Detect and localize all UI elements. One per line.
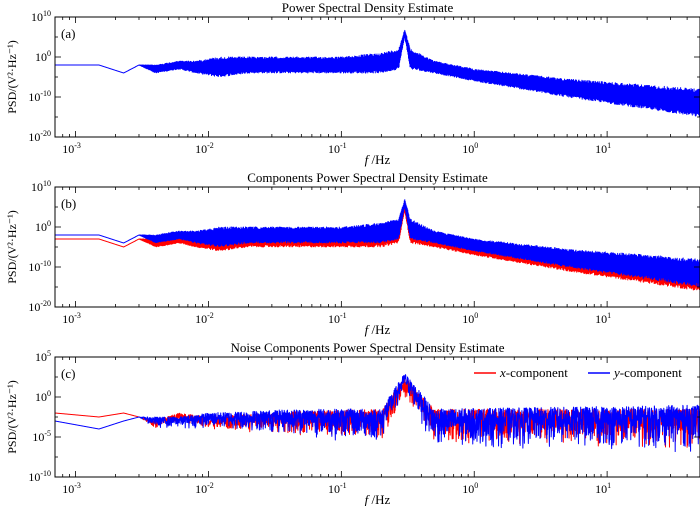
x-tick-label: 101 (595, 141, 611, 156)
x-tick-label: 10-3 (62, 481, 81, 496)
chart-panel-1: Components Power Spectral Density Estima… (5, 170, 700, 337)
x-axis-label: f /Hz (365, 322, 391, 337)
legend: x-component y-component (474, 365, 682, 380)
panel-label: (b) (61, 196, 76, 211)
y-tick-label: 100 (35, 219, 51, 234)
x-axis-label: f /Hz (365, 492, 391, 506)
series-group (55, 29, 700, 117)
x-tick-label: 101 (595, 311, 611, 326)
legend-label: x-component (499, 365, 568, 380)
chart-title: Components Power Spectral Density Estima… (247, 170, 488, 185)
series-line-y-component (55, 199, 700, 288)
series-line-x-component (55, 203, 700, 291)
x-axis: 10-3 10-2 10-1 100 101 (54, 17, 700, 156)
series-line-psd (55, 29, 700, 117)
y-tick-label: 1010 (31, 179, 51, 194)
y-tick-label: 100 (35, 389, 51, 404)
y-tick-label: 10-20 (28, 129, 51, 144)
y-axis-label: PSD/(V²·Hz⁻¹) (5, 210, 19, 284)
series-group (55, 199, 700, 291)
panel-label: (a) (61, 26, 75, 41)
x-tick-label: 10-2 (195, 141, 214, 156)
x-tick-label: 10-1 (328, 141, 347, 156)
chart-title: Noise Components Power Spectral Density … (230, 340, 504, 355)
x-tick-label: 100 (462, 141, 478, 156)
y-axis: 105 100 10-5 10-10 (28, 349, 700, 484)
x-tick-label: 10-3 (62, 311, 81, 326)
y-tick-label: 10-10 (28, 469, 51, 484)
x-tick-label: 100 (462, 311, 478, 326)
x-tick-label: 10-3 (62, 141, 81, 156)
y-axis-label: PSD/(V²·Hz⁻¹) (5, 40, 19, 114)
y-tick-label: 10-20 (28, 299, 51, 314)
x-tick-label: 10-1 (328, 311, 347, 326)
x-tick-label: 10-2 (195, 481, 214, 496)
legend-label: y-component (612, 365, 682, 380)
panel-label: (c) (61, 366, 75, 381)
y-axis-label: PSD/(V²·Hz⁻¹) (5, 380, 19, 454)
y-axis: 1010 100 10-10 10-20 (28, 179, 700, 314)
y-tick-label: 10-5 (32, 429, 51, 444)
y-tick-label: 105 (35, 349, 51, 364)
chart-title: Power Spectral Density Estimate (282, 0, 454, 15)
y-tick-label: 10-10 (28, 89, 51, 104)
chart-panel-2: Noise Components Power Spectral Density … (5, 340, 700, 506)
series-line-y-component (55, 374, 700, 453)
x-axis-label: f /Hz (365, 152, 391, 167)
x-axis: 10-3 10-2 10-1 100 101 (54, 357, 700, 496)
x-tick-label: 10-1 (328, 481, 347, 496)
x-tick-label: 10-2 (195, 311, 214, 326)
x-axis: 10-3 10-2 10-1 100 101 (54, 187, 700, 326)
x-tick-label: 101 (595, 481, 611, 496)
plot-frame (54, 16, 700, 138)
y-tick-label: 100 (35, 49, 51, 64)
chart-panel-0: Power Spectral Density Estimate(a)10-3 10… (5, 0, 700, 167)
series-group (55, 374, 700, 453)
x-tick-label: 100 (462, 481, 478, 496)
y-tick-label: 10-10 (28, 259, 51, 274)
y-axis: 1010 100 10-10 10-20 (28, 9, 700, 144)
y-tick-label: 1010 (31, 9, 51, 24)
